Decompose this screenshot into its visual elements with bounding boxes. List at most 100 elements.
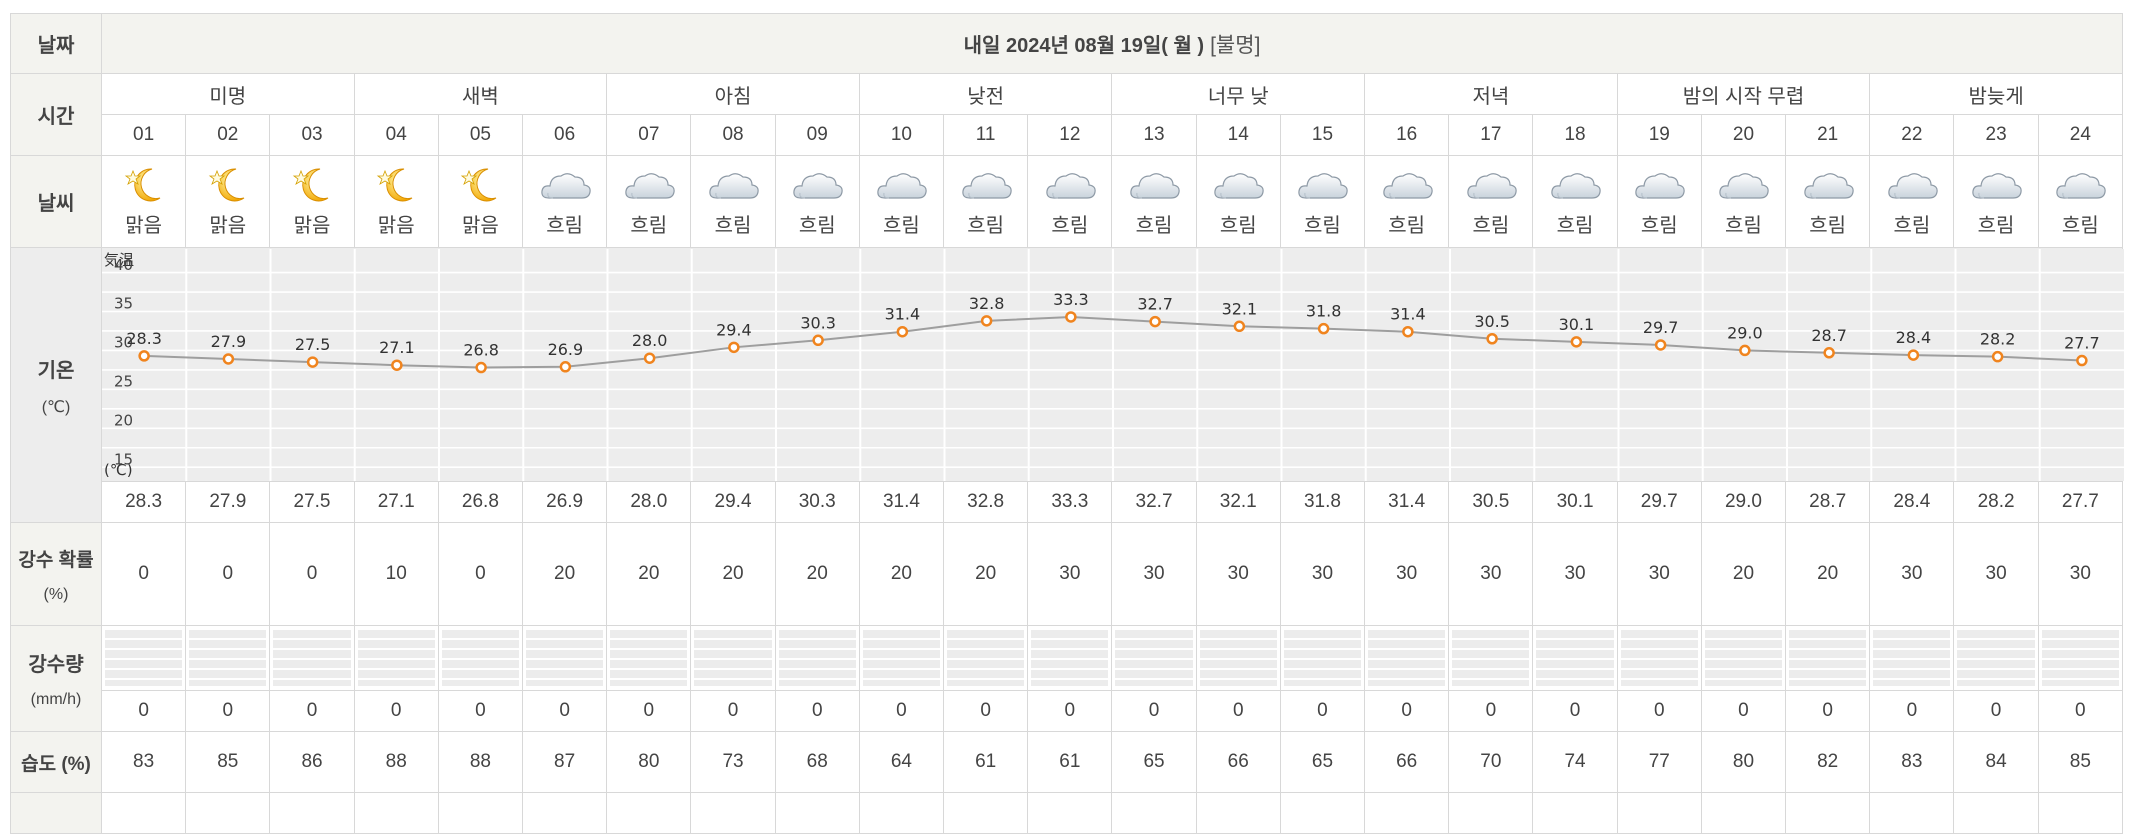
precip-amount-value: 0 — [1532, 690, 1618, 732]
precip-probability-value: 20 — [774, 522, 860, 626]
precip-probability-row: 강수 확률 (%) 0 0 0 10 0 20 20 20 20 20 20 30 30 30 30 30 30 3… — [10, 522, 2124, 626]
cloud-icon — [621, 165, 677, 205]
precip-probability-value: 30 — [1195, 522, 1281, 626]
extra-cell — [2037, 792, 2124, 834]
weather-cell-content: 흐림 — [523, 165, 606, 238]
y-axis-unit: (℃) — [104, 461, 133, 479]
hour-cell: 10 — [858, 114, 945, 156]
precip-bar-cell — [353, 625, 439, 691]
weather-cell: 흐림 — [1532, 155, 1618, 248]
hour-cell: 03 — [269, 114, 355, 156]
precip-bar — [862, 630, 941, 686]
weather-cell: 흐림 — [943, 155, 1029, 248]
precip-amount-value: 0 — [1785, 690, 1871, 732]
extra-cell — [1700, 792, 1787, 834]
weather-cell-content: 흐림 — [1618, 165, 1701, 238]
precip-bar-cell — [522, 625, 608, 691]
weather-cell-content: 맑음 — [102, 165, 185, 238]
precip-bar-cell — [100, 625, 187, 691]
temperature-point — [475, 361, 487, 373]
humidity-value: 88 — [437, 731, 524, 793]
precip-bar — [1031, 630, 1109, 686]
temperature-value: 28.7 — [1785, 481, 1871, 523]
hour-cell: 18 — [1532, 114, 1618, 156]
cloud-icon — [1126, 165, 1182, 205]
cloud-icon — [1042, 165, 1098, 205]
temperature-point — [1654, 338, 1667, 351]
temperature-data-label: 32.1 — [1222, 299, 1258, 318]
weather-cell: 흐림 — [1616, 155, 1702, 248]
weather-cell-content: 흐림 — [1028, 165, 1111, 238]
precip-bar — [1368, 630, 1446, 686]
precip-bar — [1283, 630, 1362, 686]
temperature-value: 32.7 — [1111, 481, 1197, 523]
precip-amount-value: 0 — [1195, 690, 1281, 732]
y-tick-label: 30 — [114, 333, 133, 351]
temperature-point — [728, 341, 740, 353]
precip-bar — [273, 630, 351, 686]
temperature-data-label: 30.1 — [1559, 314, 1595, 333]
temperature-point — [2076, 354, 2088, 366]
extra-cell — [353, 792, 439, 834]
condition-text: [불명] — [1210, 33, 1261, 57]
hour-cell: 21 — [1785, 114, 1871, 156]
precip-bar — [1199, 630, 1277, 686]
humidity-value: 73 — [690, 731, 776, 793]
weather-cell-content: 맑음 — [439, 165, 522, 238]
temperature-point — [643, 351, 656, 364]
weather-cell-content: 흐림 — [1533, 165, 1616, 238]
temperature-value: 26.8 — [437, 481, 524, 523]
precip-amount-value: 0 — [185, 690, 271, 732]
precip-amount-value: 0 — [690, 690, 776, 732]
precip-probability-value: 30 — [2037, 522, 2124, 626]
precip-probability-value: 20 — [690, 522, 776, 626]
extra-cell — [1869, 792, 1955, 834]
cloud-icon — [537, 165, 593, 205]
temperature-point — [896, 325, 909, 337]
weather-label-text: 흐림 — [1640, 215, 1678, 237]
time-label: 시간 — [10, 73, 102, 156]
temperature-data-label: 28.2 — [1980, 329, 2016, 348]
weather-cell-content: 흐림 — [1954, 165, 2037, 238]
weather-label-text: 흐림 — [1556, 215, 1594, 237]
cloud-icon — [1968, 165, 2024, 205]
precip-bar — [1873, 630, 1951, 686]
weather-label-text: 흐림 — [1472, 215, 1510, 237]
forecast-grid: 날짜 내일 2024년 08월 19일( 월 ) [불명] 시간 미명 새벽 아침 낮전… — [10, 13, 2124, 834]
weather-cell-content: 흐림 — [776, 165, 859, 238]
hour-cell: 04 — [353, 114, 439, 156]
hour-cell: 23 — [1953, 114, 2039, 156]
humidity-value: 82 — [1785, 731, 1871, 793]
weather-cell: 맑음 — [185, 155, 271, 248]
precip-unit: (mm/h) — [30, 691, 82, 708]
humidity-value: 65 — [1279, 731, 1366, 793]
weather-cell-content: 흐림 — [860, 165, 943, 238]
precip-probability-value: 0 — [185, 522, 271, 626]
precip-bar-cell — [437, 625, 524, 691]
humidity-value: 85 — [185, 731, 271, 793]
weather-label-text: 흐림 — [1893, 215, 1931, 237]
period-cell: 낮전 — [858, 73, 1113, 115]
date-header: 내일 2024년 08월 19일( 월 ) [불명] — [101, 13, 2123, 74]
precip-bar — [441, 630, 520, 686]
precip-bar — [1536, 630, 1614, 686]
extra-label — [10, 792, 102, 834]
precip-probability-value: 30 — [1953, 522, 2039, 626]
precip-amount-value: 0 — [353, 690, 439, 732]
precip-bar-cell — [690, 625, 776, 691]
weather-label-text: 흐림 — [1809, 215, 1847, 237]
cloud-icon — [1379, 165, 1435, 205]
precip-probability-value: 20 — [606, 522, 692, 626]
temperature-data-label: 29.4 — [716, 320, 752, 339]
weather-label-text: 흐림 — [2061, 215, 2099, 237]
precip-amount-value: 0 — [1448, 690, 1534, 732]
temperature-value: 30.1 — [1532, 481, 1618, 523]
precip-amount-value: 0 — [606, 690, 692, 732]
weather-label-text: 흐림 — [1304, 215, 1341, 237]
precip-prob-label-text: 강수 확률 — [18, 549, 94, 571]
weather-label-text: 흐림 — [630, 215, 668, 237]
precip-probability-value: 0 — [437, 522, 524, 626]
temperature-data-label: 32.8 — [969, 293, 1005, 312]
weather-label-text: 흐림 — [798, 215, 836, 237]
temperature-values-row: 28.3 27.9 27.5 27.1 26.8 26.9 28.0 29.4 30.3 31.4… — [11, 481, 2124, 523]
